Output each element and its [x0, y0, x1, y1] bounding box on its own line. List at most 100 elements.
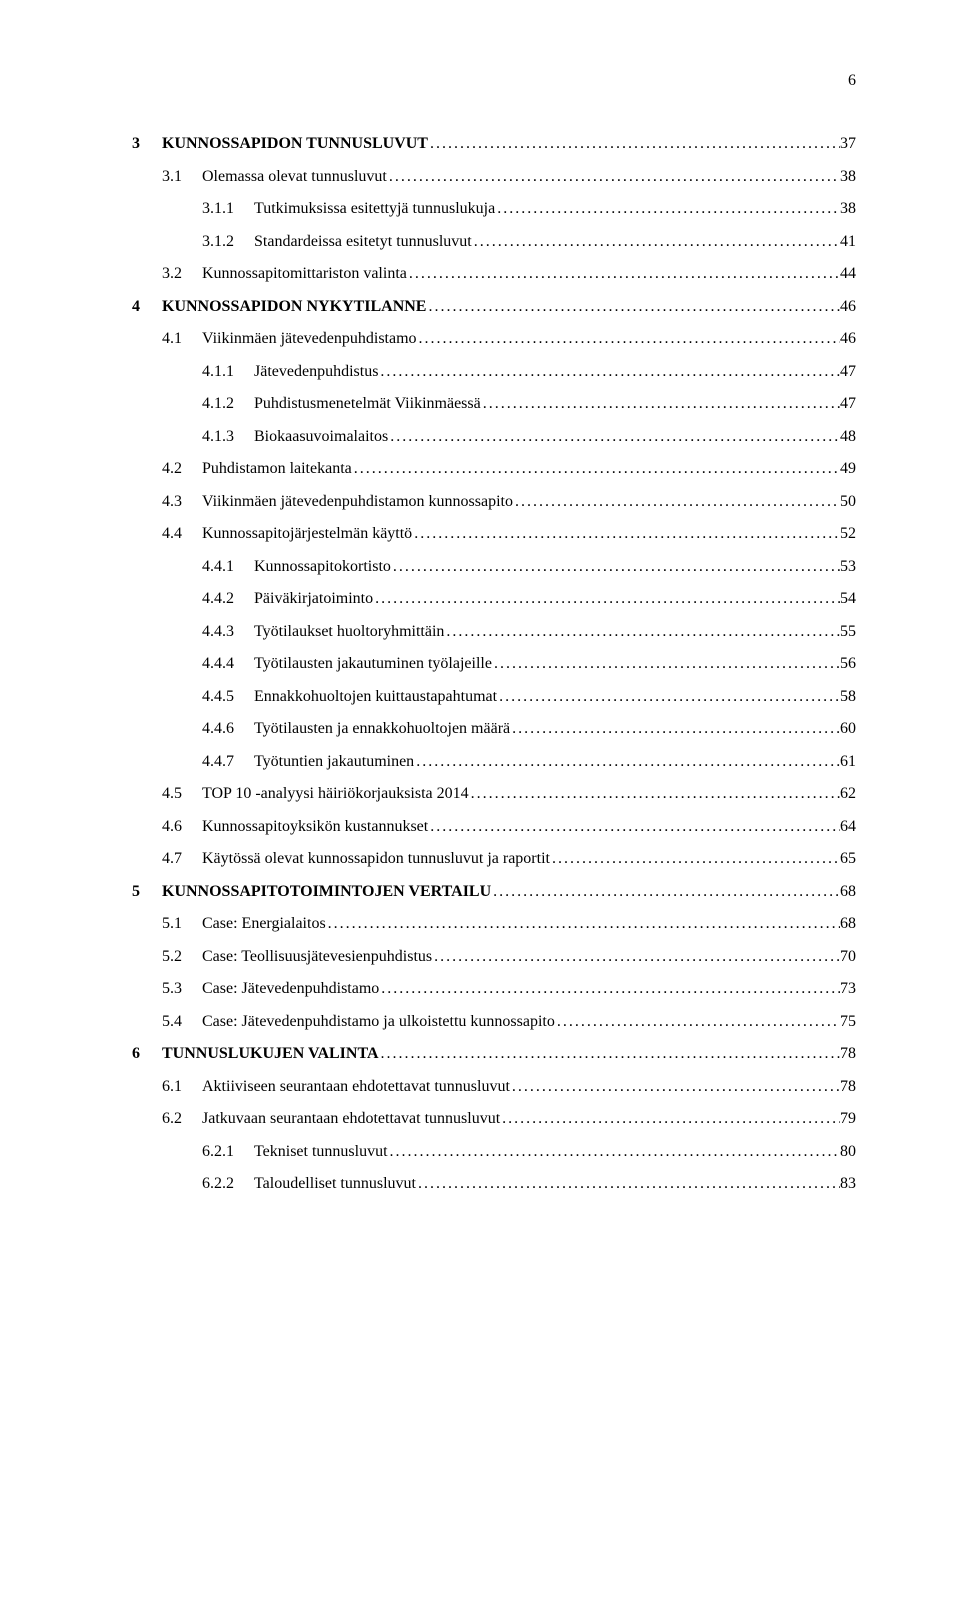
toc-entry-title: Ennakkohuoltojen kuittaustapahtumat	[254, 689, 499, 705]
toc-leader-dots: ........................................…	[430, 819, 840, 835]
toc-entry-number: 4.1.3	[202, 429, 254, 445]
toc-entry-page: 46	[840, 331, 856, 347]
toc-leader-dots: ........................................…	[418, 1176, 840, 1192]
toc-entry-page: 38	[840, 169, 856, 185]
toc-entry-title: Viikinmäen jätevedenpuhdistamon kunnossa…	[202, 494, 515, 510]
toc-entry-page: 61	[840, 754, 856, 770]
toc-entry-page: 79	[840, 1111, 856, 1127]
toc-entry-title: Case: Jätevedenpuhdistamo	[202, 981, 381, 997]
toc-entry-title: KUNNOSSAPIDON NYKYTILANNE	[162, 299, 428, 315]
toc-entry-title: Olemassa olevat tunnusluvut	[202, 169, 389, 185]
toc-entry-title: Viikinmäen jätevedenpuhdistamo	[202, 331, 419, 347]
toc-leader-dots: ........................................…	[390, 429, 840, 445]
toc-leader-dots: ........................................…	[446, 624, 840, 640]
toc-entry-title: Kunnossapitomittariston valinta	[202, 266, 409, 282]
toc-leader-dots: ........................................…	[512, 721, 840, 737]
toc-entry-number: 4.3	[162, 494, 202, 510]
toc-entry-page: 55	[840, 624, 856, 640]
toc-leader-dots: ........................................…	[493, 884, 840, 900]
toc-entry-number: 3.1	[162, 169, 202, 185]
toc-entry-number: 4.4.2	[202, 591, 254, 607]
toc-entry-number: 4.4.4	[202, 656, 254, 672]
toc-entry: 6TUNNUSLUKUJEN VALINTA..................…	[132, 1046, 856, 1062]
toc-entry-page: 56	[840, 656, 856, 672]
toc-entry-number: 4.4.6	[202, 721, 254, 737]
toc-leader-dots: ........................................…	[416, 754, 840, 770]
toc-leader-dots: ........................................…	[497, 201, 840, 217]
toc-leader-dots: ........................................…	[474, 234, 840, 250]
toc-leader-dots: ........................................…	[328, 916, 840, 932]
toc-entry-page: 78	[840, 1046, 856, 1062]
toc-entry-title: Jätevedenpuhdistus	[254, 364, 380, 380]
toc-entry: 4.4Kunnossapitojärjestelmän käyttö......…	[132, 526, 856, 542]
toc-entry-page: 83	[840, 1176, 856, 1192]
toc-entry-number: 4.2	[162, 461, 202, 477]
toc-entry-page: 48	[840, 429, 856, 445]
toc-leader-dots: ........................................…	[557, 1014, 840, 1030]
toc-entry: 3.1.2Standardeissa esitetyt tunnusluvut.…	[132, 234, 856, 250]
toc-entry-page: 54	[840, 591, 856, 607]
toc-leader-dots: ........................................…	[380, 364, 840, 380]
toc-entry: 5KUNNOSSAPITOTOIMINTOJEN VERTAILU.......…	[132, 884, 856, 900]
toc-entry: 4.2Puhdistamon laitekanta...............…	[132, 461, 856, 477]
toc-entry: 4.4.3Työtilaukset huoltoryhmittäin......…	[132, 624, 856, 640]
toc-entry-title: Työtuntien jakautuminen	[254, 754, 416, 770]
toc-entry-page: 44	[840, 266, 856, 282]
toc-leader-dots: ........................................…	[499, 689, 840, 705]
toc-entry-number: 3.1.1	[202, 201, 254, 217]
table-of-contents: 3KUNNOSSAPIDON TUNNUSLUVUT..............…	[132, 136, 856, 1192]
toc-entry-title: Työtilausten ja ennakkohuoltojen määrä	[254, 721, 512, 737]
toc-entry-title: Taloudelliset tunnusluvut	[254, 1176, 418, 1192]
toc-leader-dots: ........................................…	[409, 266, 840, 282]
toc-entry-number: 6.2.2	[202, 1176, 254, 1192]
toc-leader-dots: ........................................…	[502, 1111, 840, 1127]
toc-leader-dots: ........................................…	[434, 949, 840, 965]
toc-leader-dots: ........................................…	[381, 1046, 841, 1062]
toc-entry-number: 4.6	[162, 819, 202, 835]
toc-leader-dots: ........................................…	[428, 299, 840, 315]
toc-entry-title: Tutkimuksissa esitettyjä tunnuslukuja	[254, 201, 497, 217]
toc-entry: 5.2Case: Teollisuusjätevesienpuhdistus..…	[132, 949, 856, 965]
toc-entry-title: Työtilaukset huoltoryhmittäin	[254, 624, 446, 640]
toc-entry-page: 73	[840, 981, 856, 997]
toc-entry-title: Case: Jätevedenpuhdistamo ja ulkoistettu…	[202, 1014, 557, 1030]
toc-entry-title: Päiväkirjatoiminto	[254, 591, 375, 607]
toc-entry-page: 50	[840, 494, 856, 510]
toc-entry-number: 5	[132, 884, 162, 900]
toc-leader-dots: ........................................…	[430, 136, 840, 152]
toc-entry-page: 58	[840, 689, 856, 705]
toc-entry-page: 47	[840, 396, 856, 412]
toc-entry-number: 4.1.2	[202, 396, 254, 412]
toc-leader-dots: ........................................…	[389, 169, 840, 185]
toc-entry-page: 78	[840, 1079, 856, 1095]
toc-entry: 4.4.7Työtuntien jakautuminen............…	[132, 754, 856, 770]
toc-entry: 4.4.4Työtilausten jakautuminen työlajeil…	[132, 656, 856, 672]
toc-leader-dots: ........................................…	[393, 559, 840, 575]
toc-entry: 4.1.2Puhdistusmenetelmät Viikinmäessä...…	[132, 396, 856, 412]
toc-entry-number: 5.2	[162, 949, 202, 965]
toc-entry-number: 4.1.1	[202, 364, 254, 380]
toc-entry-page: 38	[840, 201, 856, 217]
toc-entry-number: 4.7	[162, 851, 202, 867]
toc-entry: 5.3Case: Jätevedenpuhdistamo............…	[132, 981, 856, 997]
toc-entry-title: Tekniset tunnusluvut	[254, 1144, 390, 1160]
toc-entry-page: 49	[840, 461, 856, 477]
toc-entry-title: Standardeissa esitetyt tunnusluvut	[254, 234, 474, 250]
toc-entry-page: 80	[840, 1144, 856, 1160]
toc-entry-title: Case: Energialaitos	[202, 916, 328, 932]
toc-entry-page: 37	[840, 136, 856, 152]
toc-entry: 3KUNNOSSAPIDON TUNNUSLUVUT..............…	[132, 136, 856, 152]
toc-entry-number: 4.5	[162, 786, 202, 802]
toc-entry-page: 47	[840, 364, 856, 380]
toc-leader-dots: ........................................…	[375, 591, 840, 607]
toc-entry-number: 4.1	[162, 331, 202, 347]
toc-entry: 4.3Viikinmäen jätevedenpuhdistamon kunno…	[132, 494, 856, 510]
toc-entry: 6.2Jatkuvaan seurantaan ehdotettavat tun…	[132, 1111, 856, 1127]
toc-entry: 4.4.5Ennakkohuoltojen kuittaustapahtumat…	[132, 689, 856, 705]
toc-entry: 4.6Kunnossapitoyksikön kustannukset.....…	[132, 819, 856, 835]
toc-leader-dots: ........................................…	[494, 656, 840, 672]
toc-entry-number: 4.4.1	[202, 559, 254, 575]
toc-leader-dots: ........................................…	[512, 1079, 840, 1095]
toc-entry-number: 6.2	[162, 1111, 202, 1127]
toc-entry: 3.2Kunnossapitomittariston valinta......…	[132, 266, 856, 282]
